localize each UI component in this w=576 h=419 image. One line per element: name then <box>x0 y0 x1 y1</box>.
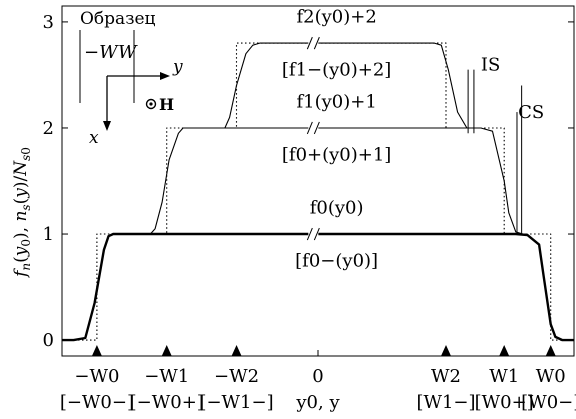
x-tick-marker <box>545 345 556 356</box>
x-tick-marker <box>441 345 451 356</box>
curve-label: [f0−(y0)] <box>295 251 378 272</box>
axis-ticks: 0 1 2 3 <box>43 12 574 356</box>
curve-label: CS <box>518 102 544 123</box>
field-symbol-dot <box>149 102 153 106</box>
curve-label: f2(y0)+2 <box>296 7 376 28</box>
axis-break-gap <box>308 124 319 131</box>
curve-label: IS <box>481 54 500 75</box>
x-tick-label-alt: [W1−] <box>416 392 475 413</box>
x-tick-marker <box>499 345 510 356</box>
axis-break-mark <box>306 121 313 135</box>
inset-field-label: H <box>159 95 174 114</box>
axis-break-mark <box>306 36 313 50</box>
axis-break-gap <box>308 40 319 47</box>
series-group <box>62 36 574 342</box>
x-tick-label-alt: [−W0+] <box>130 392 204 413</box>
y-tick-label: 0 <box>43 330 54 351</box>
inset-y-arrowhead <box>160 72 170 80</box>
x-tick-label: −W0 <box>74 366 119 387</box>
curve-label: [f0+(y0)+1] <box>282 144 391 165</box>
x-tick-label: −W2 <box>214 366 259 387</box>
inset-x-label: x <box>89 128 99 148</box>
x-tick-label-alt: [W0+] <box>475 392 534 413</box>
inset-title: Образец <box>80 9 156 29</box>
inset-left-label: −W <box>84 42 119 63</box>
x-tick-labels: −W0 [−W0−] −W1 [−W0+] −W2 [−W1−] 0 y0, y W2 [W1−]… <box>60 366 576 413</box>
inset-x-arrowhead <box>103 121 111 131</box>
series-line-dotted <box>62 42 574 341</box>
x-tick-marker <box>231 345 242 356</box>
axis-break-gap <box>308 231 319 238</box>
curve-label: f1(y0)+1 <box>296 91 376 112</box>
series-line-thin <box>224 42 468 129</box>
x-tick-label-alt: [W0−] <box>521 392 576 413</box>
y-axis-label: fn(y0), ns(y)/Ns0 <box>11 147 33 279</box>
inset-right-label: W <box>118 42 138 63</box>
curve-labels: f2(y0)+2 [f1−(y0)+2] f1(y0)+1 [f0+(y0)+1] f0… <box>282 7 544 272</box>
x-tick-label-alt: [−W0−] <box>60 392 134 413</box>
axis-break-mark <box>306 227 313 241</box>
svg-text:fn(y0), ns(y)/Ns0: fn(y0), ns(y)/Ns0 <box>11 147 33 279</box>
axis-break-mark <box>313 227 320 241</box>
series-line-thin <box>149 127 528 235</box>
x-tick-label: W2 <box>431 366 461 387</box>
axis-break-mark <box>313 36 320 50</box>
x-tick-label: W0 <box>536 366 566 387</box>
x-tick-label: −W1 <box>144 366 189 387</box>
inset-y-label: y <box>172 57 183 77</box>
x-tick-label: W1 <box>489 366 519 387</box>
curve-label: [f1−(y0)+2] <box>282 60 391 81</box>
curve-label: f0(y0) <box>310 198 364 219</box>
x-tick-label-alt: [−W1−] <box>199 392 273 413</box>
x-tick-marker <box>161 345 172 356</box>
field-symbol-icon <box>145 98 157 110</box>
y-tick-label: 2 <box>43 118 54 139</box>
y-tick-label: 1 <box>43 224 54 245</box>
x-tick-marker <box>91 345 102 356</box>
axis-break-mark <box>313 121 320 135</box>
x-tick-label: 0 <box>312 366 323 387</box>
inset-sketch: Образец −W W y x H <box>79 9 183 148</box>
y-tick-label: 3 <box>43 12 54 33</box>
x-tick-label-alt: y0, y <box>295 392 340 413</box>
